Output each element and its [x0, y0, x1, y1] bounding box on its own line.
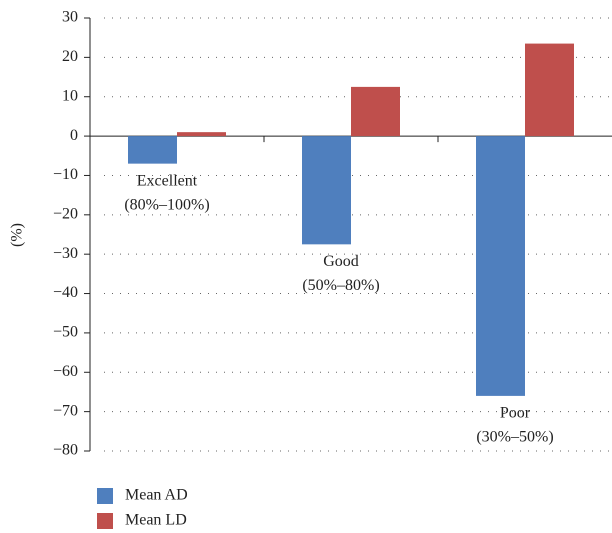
y-tick-label: −30: [53, 245, 78, 262]
legend-swatch: [97, 488, 113, 504]
bar: [351, 86, 400, 137]
category-label: (50%–80%): [302, 277, 379, 294]
y-axis-label: (%): [9, 223, 26, 247]
bar: [128, 136, 177, 164]
y-tick-label: −70: [53, 402, 78, 419]
y-tick-label: −10: [53, 166, 78, 183]
y-tick-label: 30: [62, 9, 78, 26]
y-tick-label: 0: [70, 127, 78, 144]
category-label: Poor: [500, 405, 531, 422]
y-tick-label: −80: [53, 442, 78, 459]
bar: [476, 136, 525, 396]
category-label: (80%–100%): [124, 196, 209, 213]
category-label: Excellent: [137, 172, 198, 189]
y-tick-label: −40: [53, 284, 78, 301]
category-label: (30%–50%): [476, 429, 553, 446]
legend-swatch: [97, 513, 113, 529]
y-tick-label: −60: [53, 363, 78, 380]
category-label: Good: [323, 253, 359, 270]
bar: [525, 43, 574, 137]
bar: [177, 132, 226, 137]
legend-label: Mean LD: [125, 512, 187, 529]
y-tick-label: −50: [53, 324, 78, 341]
y-tick-label: 20: [62, 48, 78, 65]
y-tick-label: −20: [53, 205, 78, 222]
bar: [302, 136, 351, 245]
legend-label: Mean AD: [125, 487, 188, 504]
y-tick-label: 10: [62, 87, 78, 104]
